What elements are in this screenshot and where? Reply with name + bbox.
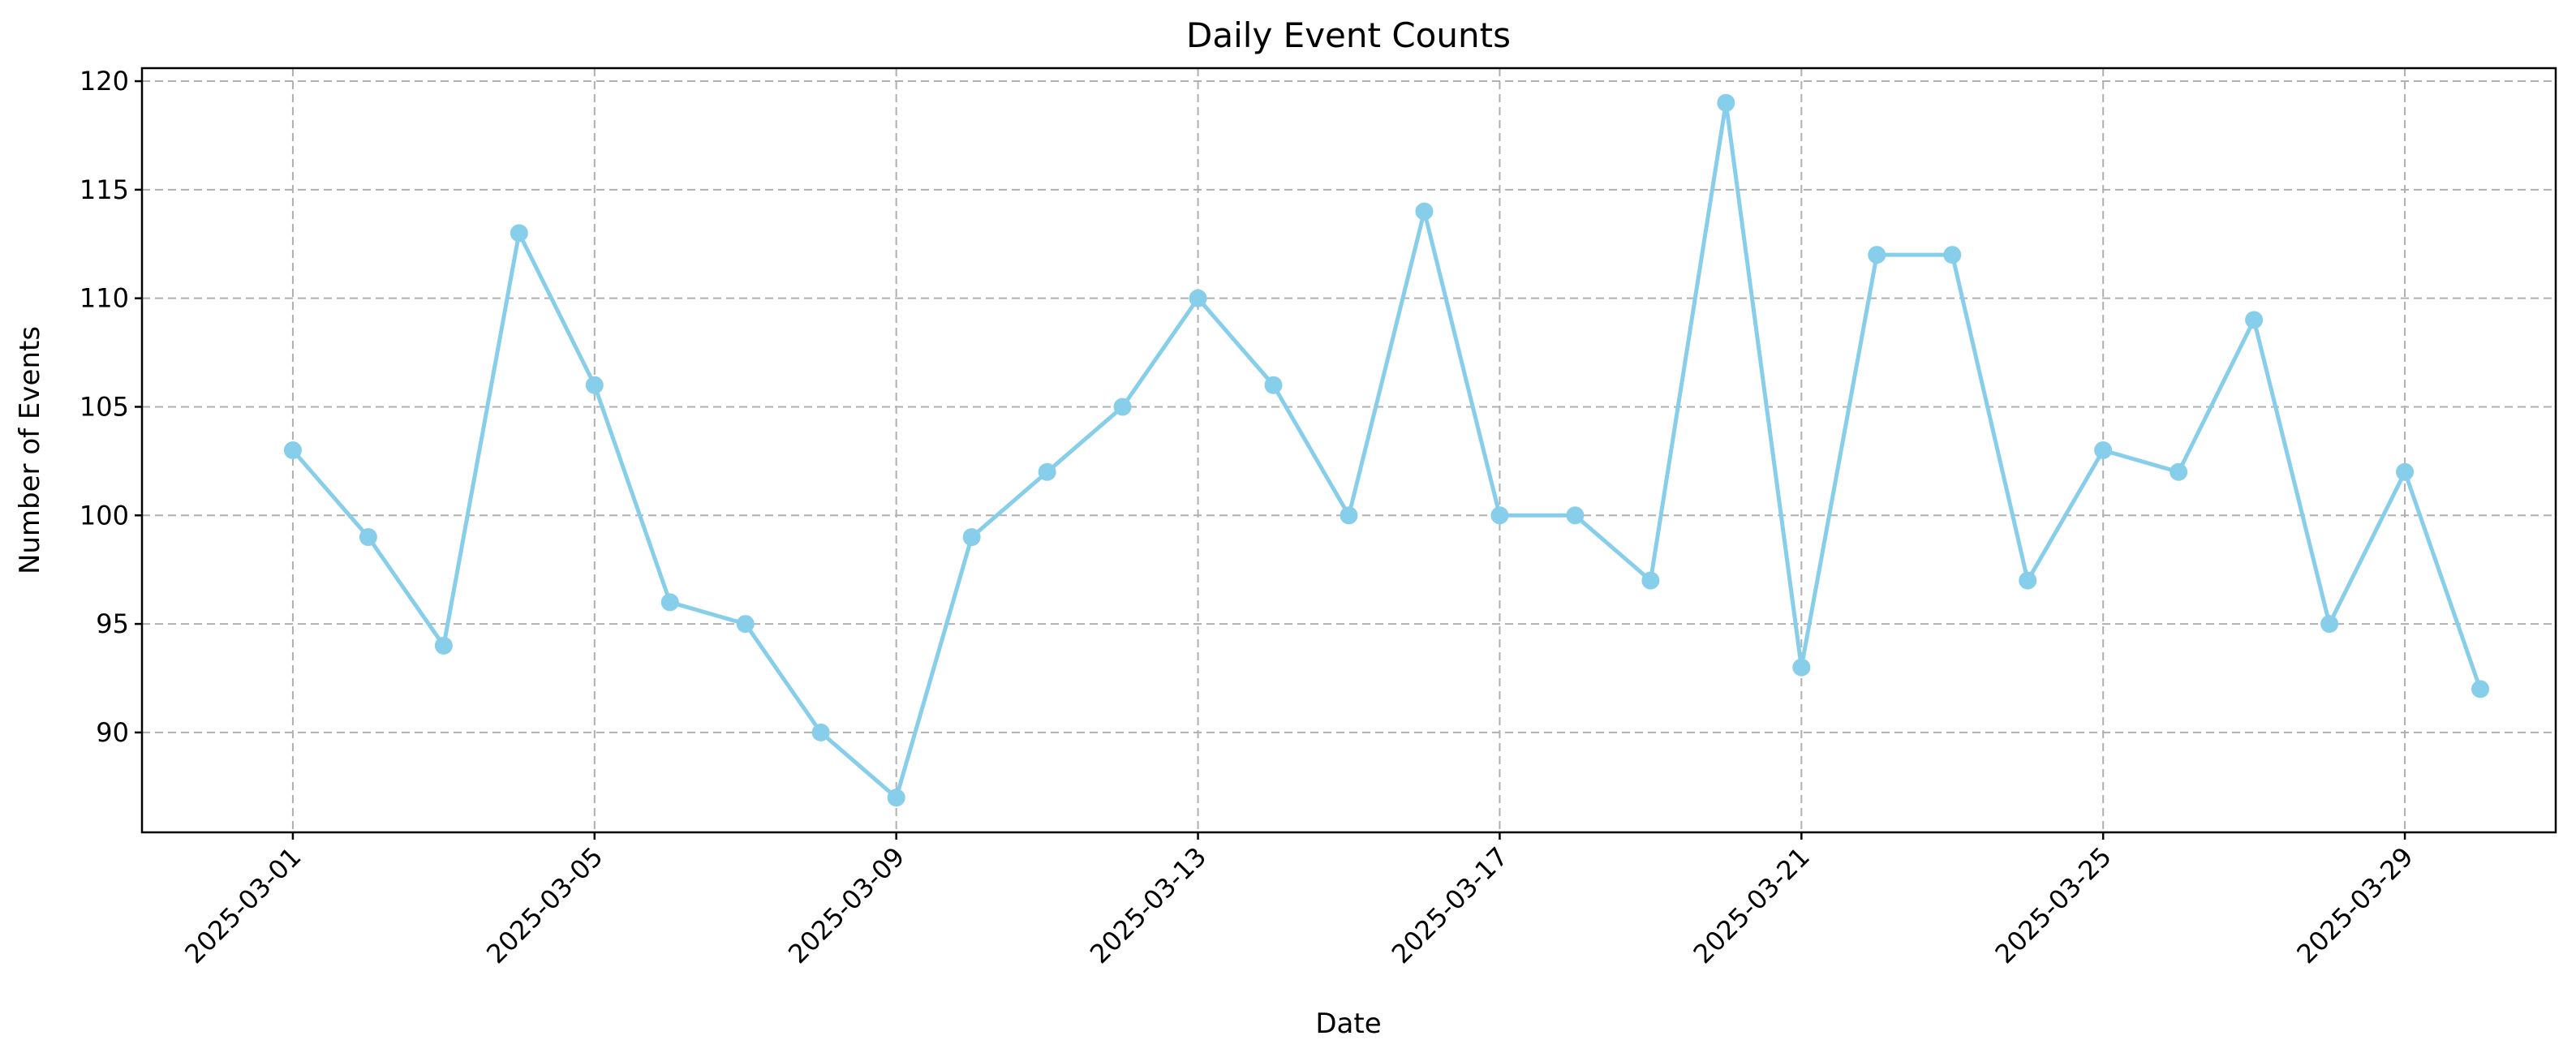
x-tick-label: 2025-03-29 (2290, 841, 2419, 969)
data-point-2025-03-21 (1792, 658, 1811, 677)
x-tick-label: 2025-03-01 (178, 841, 307, 969)
data-point-2025-03-14 (1264, 376, 1283, 394)
data-point-2025-03-07 (736, 615, 755, 634)
data-point-2025-03-20 (1717, 93, 1735, 112)
x-axis-label: Date (1315, 1008, 1381, 1040)
y-tick-label: 120 (80, 66, 129, 97)
y-tick-label: 95 (96, 608, 129, 639)
y-tick-label: 110 (80, 283, 129, 314)
data-point-2025-03-23 (1943, 246, 1962, 264)
y-tick-label: 105 (80, 391, 129, 422)
data-point-2025-03-01 (283, 441, 302, 459)
grid-lines (142, 68, 2556, 832)
data-point-2025-03-18 (1566, 506, 1585, 525)
data-point-2025-03-24 (2019, 571, 2037, 590)
data-point-2025-03-16 (1415, 202, 1434, 221)
data-point-2025-03-26 (2170, 462, 2188, 481)
data-point-2025-03-05 (585, 376, 604, 394)
data-point-2025-03-12 (1113, 398, 1132, 416)
data-point-2025-03-06 (660, 593, 679, 612)
data-point-2025-03-04 (510, 224, 528, 243)
series-line-layer (290, 101, 2483, 800)
data-point-2025-03-17 (1490, 506, 1509, 525)
data-point-2025-03-25 (2094, 441, 2113, 459)
data-point-2025-03-27 (2245, 311, 2264, 329)
data-point-2025-03-29 (2396, 462, 2415, 481)
data-point-2025-03-09 (887, 789, 905, 807)
x-tick-label: 2025-03-17 (1386, 841, 1514, 969)
data-point-2025-03-22 (1868, 246, 1886, 264)
data-point-2025-03-19 (1641, 571, 1660, 590)
data-point-2025-03-15 (1340, 506, 1358, 525)
data-point-2025-03-02 (359, 528, 377, 547)
data-point-2025-03-30 (2471, 680, 2490, 698)
data-points (283, 93, 2490, 807)
x-axis-ticks: 2025-03-01 2025-03-05 2025-03-09 2025-03-13… (178, 832, 2419, 969)
x-tick-label: 2025-03-13 (1084, 841, 1212, 969)
data-point-2025-03-11 (1038, 462, 1056, 481)
x-tick-label: 2025-03-25 (1989, 841, 2117, 969)
data-point-2025-03-03 (434, 636, 453, 655)
data-point-2025-03-28 (2320, 615, 2339, 634)
y-tick-label: 100 (80, 500, 129, 531)
data-point-2025-03-08 (811, 723, 830, 741)
x-tick-label: 2025-03-21 (1688, 841, 1816, 969)
series-line (290, 101, 2483, 800)
plot-area-frame (140, 67, 2557, 834)
data-point-2025-03-10 (962, 528, 981, 547)
y-tick-label: 90 (96, 717, 129, 748)
y-axis-ticks: 90 95 100 105 110 115 120 (80, 66, 142, 748)
x-tick-label: 2025-03-05 (480, 841, 609, 969)
y-axis-label: Number of Events (14, 326, 46, 574)
data-point-2025-03-13 (1189, 289, 1207, 307)
y-tick-label: 115 (80, 174, 129, 205)
x-tick-label: 2025-03-09 (782, 841, 910, 969)
chart-title: Daily Event Counts (1186, 15, 1511, 55)
